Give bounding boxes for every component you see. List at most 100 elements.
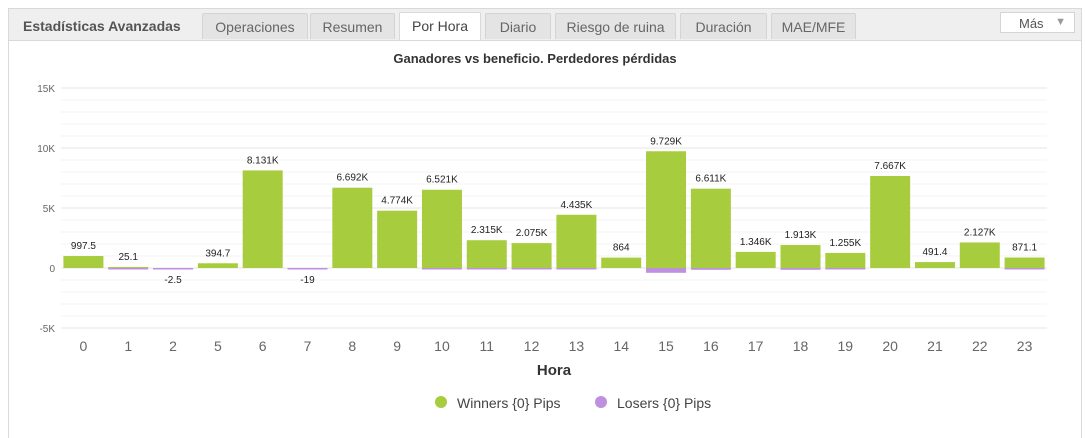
x-tick-label: 14 bbox=[613, 338, 629, 354]
y-tick-label: 10K bbox=[37, 144, 55, 155]
x-tick-label: 12 bbox=[524, 338, 540, 354]
losers-bar bbox=[690, 268, 731, 270]
losers-bar bbox=[646, 268, 687, 273]
winners-bar bbox=[63, 256, 104, 268]
winners-bar bbox=[242, 170, 283, 268]
winners-bar bbox=[959, 242, 1000, 268]
x-tick-label: 20 bbox=[882, 338, 898, 354]
winners-bar bbox=[377, 210, 418, 268]
winners-bar bbox=[108, 267, 149, 268]
winners-bar bbox=[1004, 257, 1045, 268]
tab-operaciones[interactable]: Operaciones bbox=[202, 13, 308, 39]
tab-riesgo-de-ruina[interactable]: Riesgo de ruina bbox=[555, 13, 676, 39]
x-tick-label: 2 bbox=[169, 338, 177, 354]
data-label: 864 bbox=[613, 243, 630, 254]
x-tick-label: 0 bbox=[80, 338, 88, 354]
losers-bar bbox=[421, 268, 462, 270]
tab-mae-mfe[interactable]: MAE/MFE bbox=[771, 13, 856, 39]
data-label: 9.729K bbox=[650, 136, 682, 147]
tab-resumen[interactable]: Resumen bbox=[310, 13, 395, 39]
x-tick-label: 6 bbox=[259, 338, 267, 354]
x-tick-label: 9 bbox=[393, 338, 401, 354]
x-tick-label: 16 bbox=[703, 338, 719, 354]
bars bbox=[63, 151, 1045, 273]
winners-bar bbox=[646, 151, 687, 268]
y-tick-label: 5K bbox=[43, 204, 56, 215]
losers-bar bbox=[1004, 268, 1045, 270]
losers-bar bbox=[287, 268, 328, 270]
winners-bar bbox=[735, 251, 776, 268]
winners-bar bbox=[421, 189, 462, 268]
losers-bar bbox=[511, 268, 552, 270]
chevron-down-icon: ▼ bbox=[1055, 16, 1066, 28]
x-tick-label: 10 bbox=[434, 338, 450, 354]
winners-bar bbox=[825, 252, 866, 268]
winners-bar bbox=[197, 263, 238, 268]
more-label: Más bbox=[1019, 16, 1044, 31]
data-label: 1.346K bbox=[740, 237, 772, 248]
x-tick-label: 17 bbox=[748, 338, 764, 354]
winners-bar bbox=[511, 243, 552, 268]
legend-marker bbox=[435, 396, 447, 408]
legend-label: Losers {0} Pips bbox=[617, 395, 711, 411]
data-label: 6.521K bbox=[426, 175, 458, 186]
winners-bar bbox=[690, 188, 731, 268]
winners-bar bbox=[466, 240, 507, 268]
x-tick-label: 21 bbox=[927, 338, 943, 354]
data-label: 4.435K bbox=[561, 200, 593, 211]
data-label: 997.5 bbox=[71, 241, 96, 252]
y-tick-label: -5K bbox=[39, 324, 55, 335]
data-label: 871.1 bbox=[1012, 243, 1037, 254]
gridlines bbox=[61, 87, 1047, 329]
data-label: 491.4 bbox=[922, 247, 947, 258]
x-tick-label: 22 bbox=[972, 338, 988, 354]
winners-bar bbox=[870, 175, 911, 268]
legend: Winners {0} Pips Losers {0} Pips bbox=[435, 395, 711, 411]
x-tick-label: 13 bbox=[569, 338, 585, 354]
winners-bar bbox=[914, 262, 955, 268]
x-tick-label: 18 bbox=[793, 338, 809, 354]
y-axis: -5K 0 5K 10K 15K bbox=[37, 84, 55, 335]
data-label: -2.5 bbox=[164, 275, 182, 286]
chart-title: Ganadores vs beneficio. Perdedores pérdi… bbox=[393, 51, 676, 66]
winners-bar bbox=[556, 214, 597, 268]
winners-bar bbox=[601, 257, 642, 268]
data-label: 6.611K bbox=[695, 174, 726, 185]
more-dropdown[interactable]: Más ▼ bbox=[1000, 12, 1075, 33]
winners-bar bbox=[332, 187, 373, 268]
y-tick-label: 0 bbox=[49, 264, 55, 275]
data-label: 2.127K bbox=[964, 227, 996, 238]
x-tick-label: 8 bbox=[348, 338, 356, 354]
data-label: 8.131K bbox=[247, 155, 279, 166]
data-label: 6.692K bbox=[336, 173, 368, 184]
tab-bar: Estadísticas Avanzadas Operaciones Resum… bbox=[9, 9, 1081, 41]
legend-marker bbox=[595, 396, 607, 408]
data-label: 394.7 bbox=[205, 248, 230, 259]
legend-label: Winners {0} Pips bbox=[457, 395, 561, 411]
winners-bar bbox=[780, 245, 821, 268]
losers-bar bbox=[780, 268, 821, 270]
losers-bar bbox=[825, 268, 866, 270]
data-label: 2.315K bbox=[471, 225, 503, 236]
data-label: -19 bbox=[300, 275, 315, 286]
x-tick-label: 23 bbox=[1017, 338, 1033, 354]
x-tick-label: 15 bbox=[658, 338, 674, 354]
x-axis: 0 1 2 5 6 7 8 9 10 11 12 13 14 15 16 17 18 19 20 21 22 23 bbox=[80, 338, 1033, 354]
data-label: 25.1 bbox=[118, 252, 138, 263]
x-tick-label: 11 bbox=[479, 338, 494, 354]
data-label: 1.255K bbox=[829, 238, 861, 249]
losers-bar bbox=[556, 268, 597, 270]
tab-diario[interactable]: Diario bbox=[485, 13, 551, 39]
x-tick-label: 1 bbox=[124, 338, 132, 354]
losers-bar bbox=[108, 268, 149, 270]
x-tick-label: 19 bbox=[838, 338, 854, 354]
data-labels: 997.5 25.1 -2.5 394.7 8.131K -19 6.692K 4.774K 6… bbox=[71, 136, 1038, 286]
tab-duracion[interactable]: Duración bbox=[680, 13, 767, 39]
data-label: 1.913K bbox=[785, 230, 817, 241]
losers-bar bbox=[466, 268, 507, 270]
tab-por-hora[interactable]: Por Hora bbox=[399, 12, 481, 40]
x-tick-label: 5 bbox=[214, 338, 222, 354]
y-tick-label: 15K bbox=[37, 84, 55, 95]
data-label: 7.667K bbox=[874, 161, 906, 172]
